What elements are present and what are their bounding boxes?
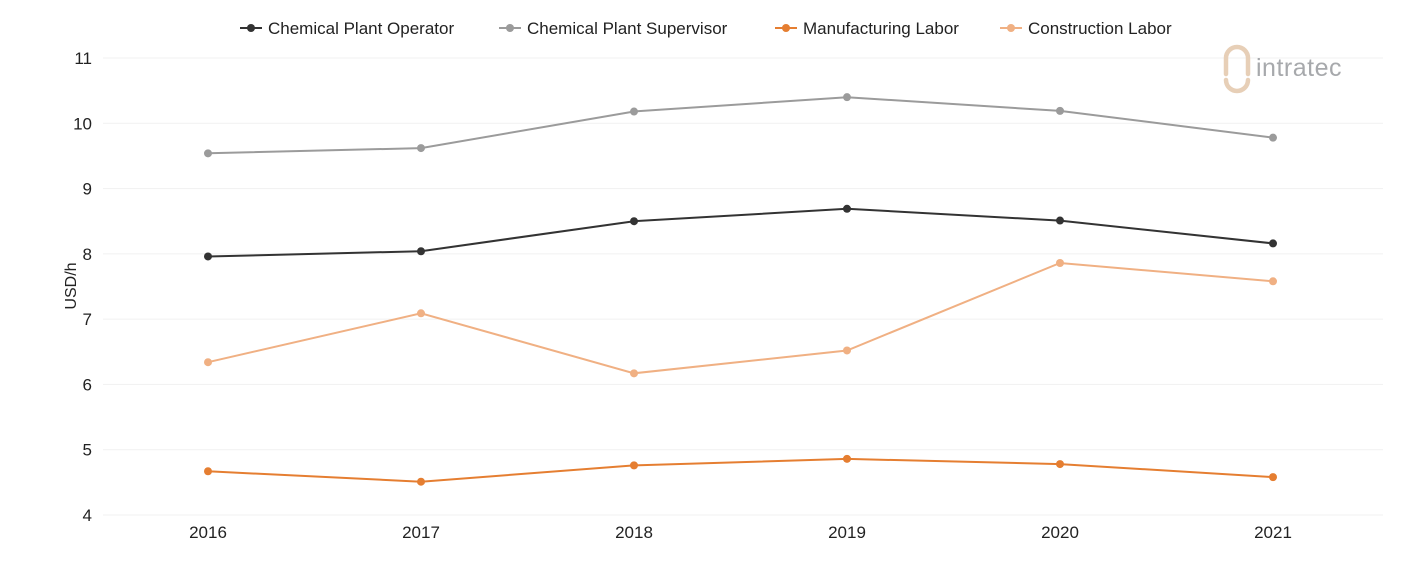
series-line	[207, 96, 1274, 155]
data-point	[630, 369, 638, 378]
data-point	[1269, 277, 1277, 286]
legend: Chemical Plant Operator Chemical Plant Su…	[240, 19, 1172, 38]
data-point	[1056, 258, 1064, 267]
y-tick-label: 7	[83, 310, 92, 329]
series-line	[207, 207, 1274, 258]
series-construction-labor	[204, 258, 1277, 378]
data-point	[417, 309, 425, 318]
y-tick-label: 5	[83, 441, 92, 460]
axes: 4 5 6 7 8 9 10 11 2016 2017 2018 2019 2020 2021 USD/h	[63, 49, 1292, 542]
data-point	[630, 107, 638, 116]
data-point	[1056, 216, 1064, 225]
data-point	[630, 217, 638, 226]
x-tick-label: 2017	[402, 523, 440, 542]
legend-label: Construction Labor	[1028, 19, 1172, 38]
logo-text: intratec	[1256, 54, 1342, 82]
x-tick-label: 2016	[189, 523, 227, 542]
series-line	[207, 457, 1274, 483]
y-tick-label: 6	[83, 375, 92, 394]
y-tick-label: 9	[83, 180, 92, 199]
data-point	[417, 477, 425, 486]
legend-item: Manufacturing Labor	[775, 19, 959, 38]
series-chemical-plant-operator	[204, 204, 1277, 261]
data-point	[417, 247, 425, 256]
data-point	[1056, 460, 1064, 469]
data-point	[843, 93, 851, 102]
legend-swatch-marker	[1007, 24, 1015, 32]
legend-swatch-marker	[247, 24, 255, 32]
series-chemical-plant-supervisor	[204, 93, 1277, 158]
y-axis-title: USD/h	[63, 262, 80, 309]
legend-swatch-marker	[782, 24, 790, 32]
data-point	[204, 358, 212, 367]
data-point	[204, 467, 212, 476]
legend-item: Chemical Plant Supervisor	[499, 19, 728, 38]
x-tick-label: 2020	[1041, 523, 1079, 542]
data-point	[204, 149, 212, 158]
data-point	[204, 252, 212, 261]
data-point	[843, 346, 851, 355]
legend-label: Chemical Plant Operator	[268, 19, 454, 38]
x-tick-label: 2019	[828, 523, 866, 542]
data-point	[417, 144, 425, 153]
data-point	[843, 454, 851, 463]
y-tick-label: 4	[83, 506, 92, 525]
data-point	[1269, 133, 1277, 142]
data-point	[1269, 239, 1277, 248]
intratec-logo: intratec	[1223, 44, 1342, 94]
legend-item: Construction Labor	[1000, 19, 1172, 38]
legend-swatch-marker	[506, 24, 514, 32]
series-manufacturing-labor	[204, 454, 1277, 486]
legend-label: Manufacturing Labor	[803, 19, 959, 38]
x-tick-label: 2018	[615, 523, 653, 542]
y-tick-label: 8	[83, 245, 92, 264]
series-lines	[204, 93, 1277, 486]
data-point	[1056, 106, 1064, 115]
series-line	[207, 261, 1274, 375]
legend-item: Chemical Plant Operator	[240, 19, 454, 38]
y-tick-label: 11	[74, 49, 92, 68]
y-tick-label: 10	[73, 114, 92, 133]
data-point	[843, 204, 851, 213]
logo-mark-icon	[1223, 44, 1251, 94]
legend-label: Chemical Plant Supervisor	[527, 19, 728, 38]
data-point	[630, 461, 638, 470]
x-tick-label: 2021	[1254, 523, 1292, 542]
data-point	[1269, 473, 1277, 482]
